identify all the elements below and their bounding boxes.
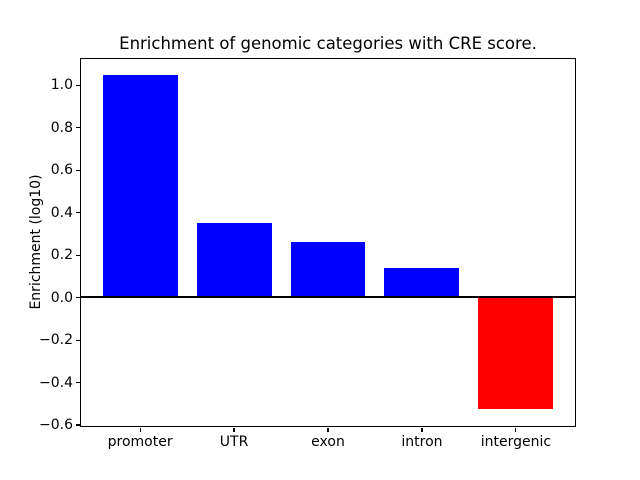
x-tick-mark bbox=[233, 428, 235, 433]
y-tick-label: −0.6 bbox=[39, 417, 73, 434]
bar-promoter bbox=[103, 75, 179, 298]
y-tick-mark bbox=[76, 381, 80, 384]
chart-title: Enrichment of genomic categories with CR… bbox=[119, 34, 537, 53]
y-tick-mark bbox=[76, 127, 80, 129]
bar-intron bbox=[384, 267, 459, 298]
y-tick-mark bbox=[76, 254, 80, 256]
x-tick-mark bbox=[421, 428, 423, 433]
zero-line bbox=[81, 296, 575, 299]
y-tick-label: −0.2 bbox=[39, 332, 73, 349]
y-tick-label: 0.0 bbox=[50, 289, 73, 306]
x-tick-mark bbox=[327, 428, 329, 433]
x-tick-label-exon: exon bbox=[311, 434, 345, 450]
x-tick-label-intergenic: intergenic bbox=[480, 434, 552, 450]
y-tick-mark bbox=[76, 297, 80, 299]
y-tick-label: 0.2 bbox=[50, 247, 73, 264]
x-tick-label-promoter: promoter bbox=[107, 434, 173, 450]
x-tick-label-intron: intron bbox=[401, 434, 443, 450]
plot-area bbox=[80, 57, 576, 428]
y-tick-label: −0.4 bbox=[39, 374, 73, 391]
y-tick-mark bbox=[76, 169, 80, 171]
y-axis-label: Enrichment (log10) bbox=[28, 174, 44, 310]
y-tick-mark bbox=[76, 339, 80, 341]
y-tick-label: 0.4 bbox=[50, 204, 73, 221]
y-tick-mark bbox=[76, 212, 80, 214]
x-tick-mark bbox=[515, 428, 517, 433]
y-tick-label: 0.8 bbox=[50, 119, 73, 136]
y-tick-label: 0.6 bbox=[50, 162, 73, 179]
x-tick-mark bbox=[139, 428, 141, 433]
y-tick-mark bbox=[76, 84, 80, 86]
y-tick-mark bbox=[76, 424, 80, 426]
bar-intergenic bbox=[477, 297, 553, 410]
x-tick-label-UTR: UTR bbox=[219, 434, 249, 450]
y-tick-label: 1.0 bbox=[50, 77, 73, 94]
bar-exon bbox=[290, 242, 366, 298]
bar-UTR bbox=[197, 223, 272, 298]
